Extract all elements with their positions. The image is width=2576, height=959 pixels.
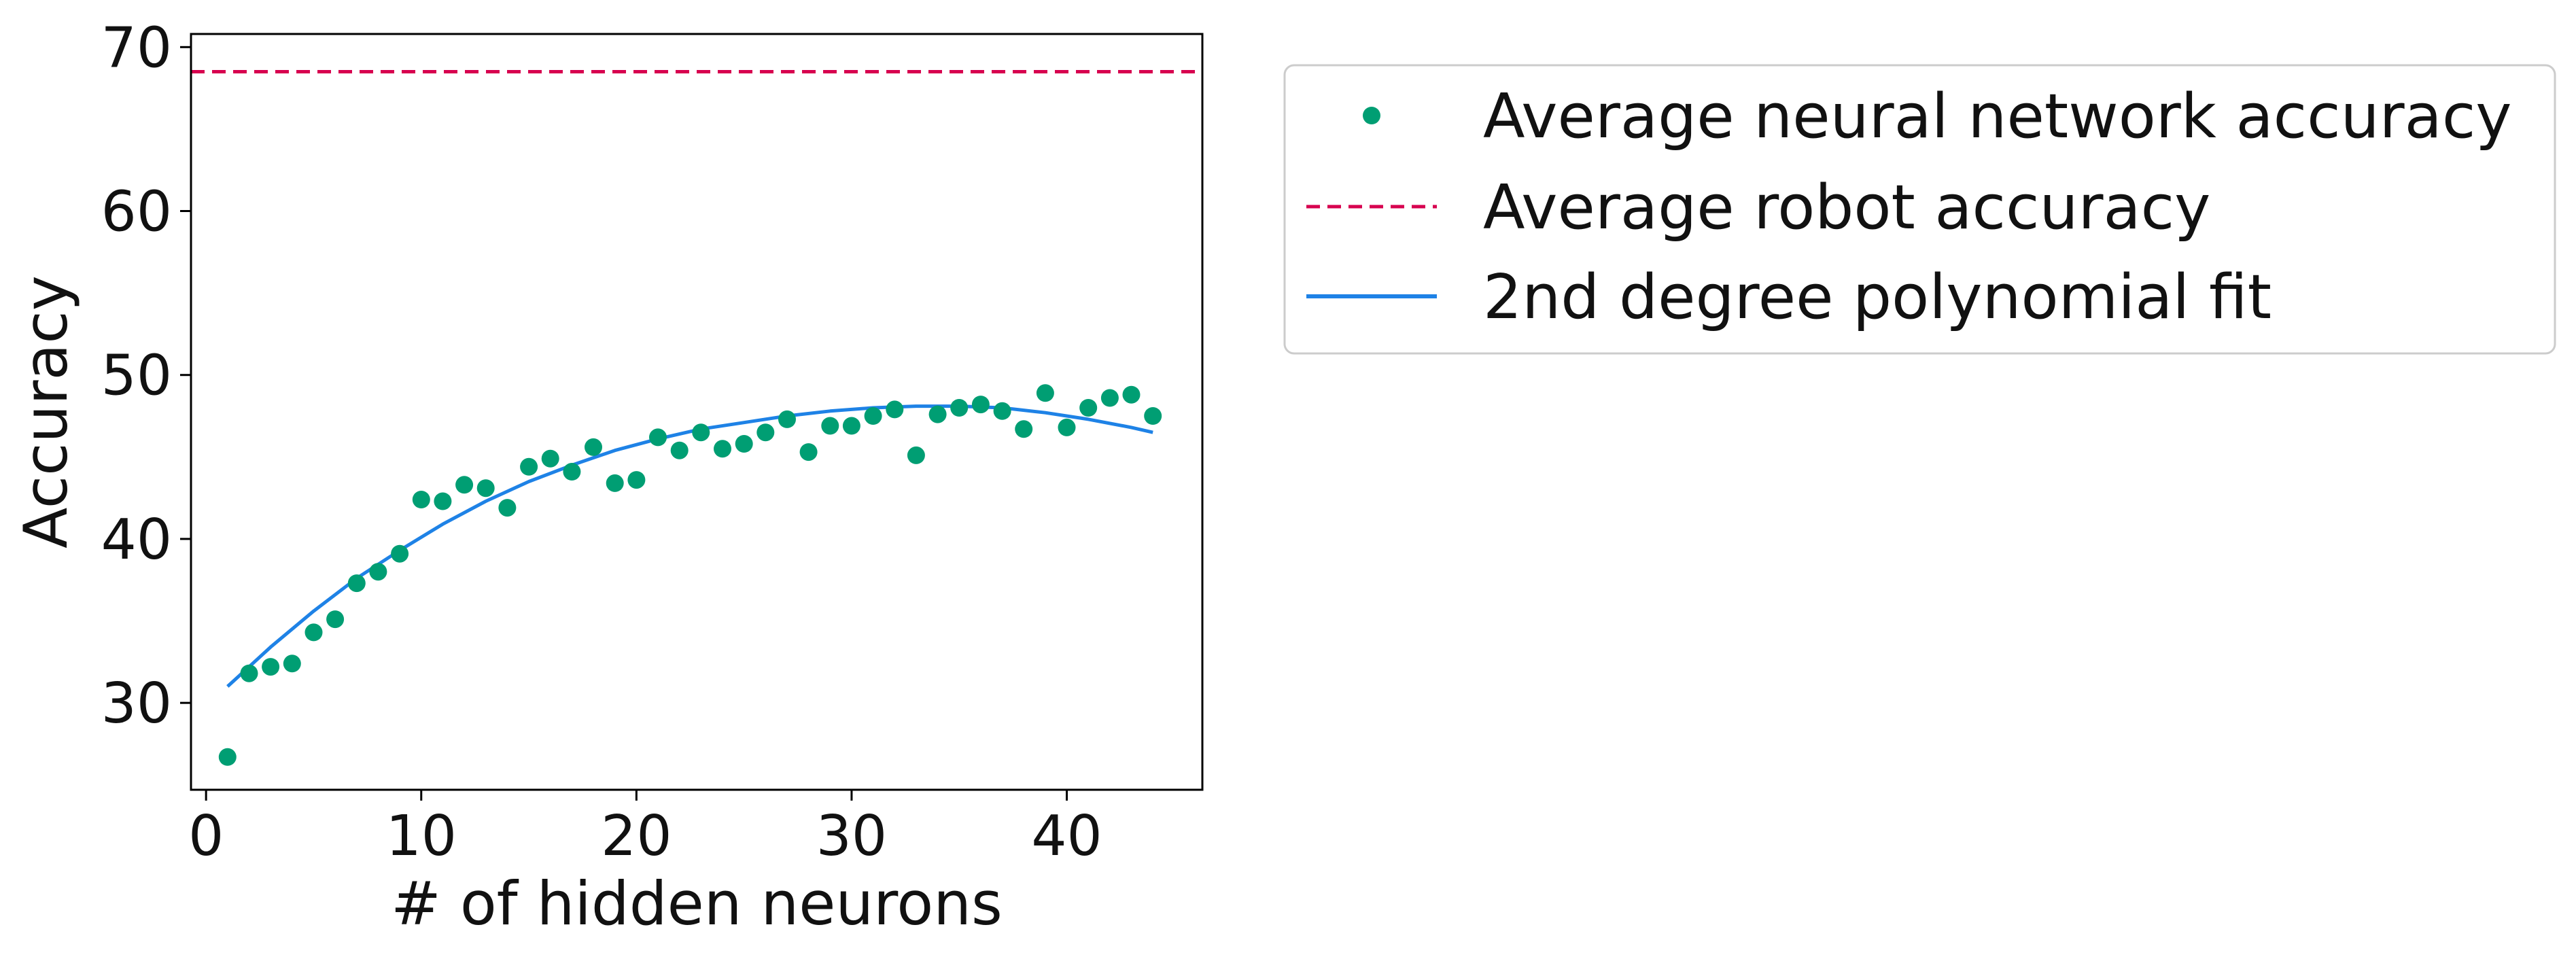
x-tick-label: 30	[816, 804, 887, 869]
y-tick-label: 30	[101, 672, 172, 736]
nn-accuracy-point	[1079, 399, 1098, 417]
y-axis: 30 40 50 60 70	[101, 16, 191, 736]
nn-accuracy-point	[950, 399, 969, 417]
nn-accuracy-point	[283, 655, 301, 673]
legend-marker-nn-accuracy	[1363, 107, 1380, 124]
nn-accuracy-point	[304, 623, 323, 642]
nn-accuracy-point	[993, 402, 1011, 420]
x-tick-label: 20	[601, 804, 672, 869]
nn-accuracy-point	[692, 423, 710, 442]
nn-accuracy-point	[391, 544, 409, 563]
legend: Average neural network accuracy Average …	[1283, 64, 2556, 355]
nn-accuracy-point	[649, 428, 667, 447]
series-layer	[191, 69, 1202, 766]
nn-accuracy-point	[434, 492, 452, 510]
legend-label-robot-accuracy: Average robot accuracy	[1483, 172, 2210, 243]
legend-label-nn-accuracy: Average neural network accuracy	[1483, 81, 2512, 152]
nn-accuracy-point	[928, 405, 947, 423]
nn-accuracy-point	[541, 449, 559, 468]
x-axis: 0 10 20 30 40	[188, 790, 1102, 869]
nn-accuracy-point	[627, 471, 646, 489]
nn-accuracy-point	[262, 658, 280, 676]
y-axis-title: Accuracy	[11, 275, 81, 548]
nn-accuracy-point	[907, 446, 925, 464]
nn-accuracy-point	[455, 476, 474, 494]
y-tick-label: 50	[101, 344, 172, 408]
nn-accuracy-point	[476, 479, 495, 498]
nn-accuracy-point	[563, 463, 581, 481]
nn-accuracy-point	[821, 417, 839, 435]
x-axis-title: # of hidden neurons	[391, 869, 1003, 939]
nn-accuracy-point	[1144, 407, 1162, 425]
nn-accuracy-point	[778, 410, 796, 428]
nn-accuracy-point	[369, 563, 387, 581]
nn-accuracy-point	[971, 396, 990, 414]
nn-accuracy-point	[1100, 389, 1119, 407]
nn-accuracy-point	[1058, 418, 1076, 436]
y-tick-label: 70	[101, 16, 172, 80]
nn-accuracy-point	[735, 435, 753, 453]
nn-accuracy-point	[714, 440, 731, 458]
y-tick-label: 40	[101, 508, 172, 572]
nn-accuracy-point	[1122, 385, 1141, 404]
nn-accuracy-point	[326, 610, 345, 629]
plot-frame	[190, 33, 1204, 791]
legend-label-polynomial-fit: 2nd degree polynomial fit	[1483, 262, 2272, 333]
nn-accuracy-point	[864, 407, 882, 425]
nn-accuracy-point	[606, 474, 624, 492]
x-tick-label: 0	[188, 804, 224, 869]
nn-accuracy-point	[1036, 384, 1054, 402]
nn-accuracy-point	[756, 423, 775, 442]
nn-accuracy-point	[670, 441, 689, 459]
nn-accuracy-point	[799, 443, 818, 461]
nn-accuracy-point	[1015, 420, 1033, 438]
legend-frame	[1283, 64, 2556, 355]
nn-accuracy-point	[585, 438, 602, 456]
nn-accuracy-point	[886, 400, 904, 419]
nn-accuracy-point	[218, 748, 237, 766]
nn-accuracy-point	[842, 417, 860, 435]
nn-accuracy-point	[240, 664, 258, 682]
nn-accuracy-point	[498, 499, 517, 517]
nn-accuracy-point	[347, 574, 366, 593]
y-tick-label: 60	[101, 180, 172, 245]
nn-accuracy-point	[520, 457, 538, 476]
x-tick-label: 10	[386, 804, 457, 869]
nn-accuracy-point	[412, 491, 430, 508]
plot-area	[190, 33, 1204, 791]
x-tick-label: 40	[1031, 804, 1102, 869]
